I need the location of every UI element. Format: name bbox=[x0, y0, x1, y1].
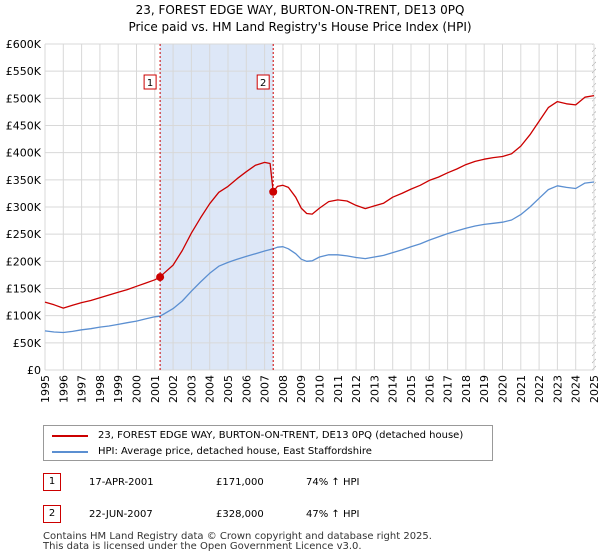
sale-date: 17-APR-2001 bbox=[89, 477, 154, 488]
x-tick-label: 1997 bbox=[76, 375, 89, 403]
sale-badge: 1 bbox=[43, 473, 61, 491]
x-tick-label: 2010 bbox=[314, 375, 327, 403]
sale-label-number: 2 bbox=[260, 78, 266, 89]
x-tick-label: 2006 bbox=[240, 375, 253, 403]
x-tick-label: 2016 bbox=[423, 375, 436, 403]
x-tick-label: 2023 bbox=[551, 375, 564, 403]
y-tick-label: £250K bbox=[6, 228, 42, 241]
sale-date: 22-JUN-2007 bbox=[89, 509, 153, 520]
x-tick-label: 2000 bbox=[131, 375, 144, 403]
x-tick-label: 2021 bbox=[515, 375, 528, 403]
x-tick-label: 2025 bbox=[588, 375, 600, 403]
y-tick-label: £300K bbox=[6, 201, 42, 214]
x-tick-label: 2020 bbox=[497, 375, 510, 403]
x-tick-label: 2001 bbox=[149, 375, 162, 403]
x-tick-label: 2012 bbox=[350, 375, 363, 403]
sale-label-number: 1 bbox=[147, 78, 153, 89]
legend-swatch-property bbox=[52, 435, 88, 437]
y-tick-label: £150K bbox=[6, 283, 42, 296]
x-tick-label: 2015 bbox=[405, 375, 418, 403]
x-tick-label: 2022 bbox=[533, 375, 546, 403]
y-tick-label: £500K bbox=[6, 92, 42, 105]
x-tick-label: 1995 bbox=[39, 375, 52, 403]
property-price-line bbox=[44, 94, 595, 309]
legend: 23, FOREST EDGE WAY, BURTON-ON-TRENT, DE… bbox=[43, 425, 493, 461]
y-tick-label: £550K bbox=[6, 65, 42, 78]
sale-hpi-change: 47% ↑ HPI bbox=[306, 509, 360, 520]
chart-subtitle: Price paid vs. HM Land Registry's House … bbox=[128, 20, 472, 34]
x-tick-label: 2011 bbox=[332, 375, 345, 403]
x-tick-label: 2013 bbox=[368, 375, 381, 403]
x-tick-label: 2014 bbox=[387, 375, 400, 403]
sale-point bbox=[156, 273, 165, 282]
x-tick-label: 2019 bbox=[478, 375, 491, 403]
sale-label-box bbox=[143, 74, 157, 90]
x-tick-label: 2009 bbox=[295, 375, 308, 403]
y-tick-label: £350K bbox=[6, 174, 42, 187]
x-tick-label: 2018 bbox=[460, 375, 473, 403]
x-tick-label: 1998 bbox=[94, 375, 107, 403]
y-tick-label: £100K bbox=[6, 310, 42, 323]
y-tick-label: £200K bbox=[6, 255, 42, 268]
x-tick-label: 2024 bbox=[570, 375, 583, 403]
footer: Contains HM Land Registry data © Crown c… bbox=[43, 532, 432, 552]
footer-license: This data is licensed under the Open Gov… bbox=[43, 541, 362, 552]
x-tick-label: 2008 bbox=[277, 375, 290, 403]
x-tick-label: 2007 bbox=[259, 375, 272, 403]
footer-copyright: Contains HM Land Registry data © Crown c… bbox=[43, 531, 432, 542]
legend-label-hpi: HPI: Average price, detached house, East… bbox=[98, 446, 372, 457]
y-tick-label: £50K bbox=[13, 337, 42, 350]
hpi-line bbox=[44, 181, 595, 334]
legend-label-property: 23, FOREST EDGE WAY, BURTON-ON-TRENT, DE… bbox=[98, 430, 464, 441]
sale-hpi-change: 74% ↑ HPI bbox=[306, 477, 360, 488]
x-tick-label: 1996 bbox=[57, 375, 70, 403]
x-tick-label: 1999 bbox=[112, 375, 125, 403]
y-tick-label: £0 bbox=[27, 364, 41, 377]
y-tick-label: £400K bbox=[6, 147, 42, 160]
sale-badge: 2 bbox=[43, 505, 61, 523]
x-tick-label: 2003 bbox=[185, 375, 198, 403]
price-chart: £0 £50K £100K £150K £200K £250K £300K £350K £400… bbox=[6, 38, 600, 403]
legend-swatch-hpi bbox=[52, 451, 88, 453]
y-tick-label: £450K bbox=[6, 120, 42, 133]
chart-title-block: 23, FOREST EDGE WAY, BURTON-ON-TRENT, DE… bbox=[0, 2, 600, 36]
x-tick-label: 2005 bbox=[222, 375, 235, 403]
sale-price: £171,000 bbox=[216, 477, 264, 488]
chart-title: 23, FOREST EDGE WAY, BURTON-ON-TRENT, DE… bbox=[135, 3, 465, 17]
x-tick-label: 2002 bbox=[167, 375, 180, 403]
y-tick-label: £600K bbox=[6, 38, 42, 51]
x-tick-label: 2017 bbox=[442, 375, 455, 403]
sale-price: £328,000 bbox=[216, 509, 264, 520]
sale-point bbox=[269, 187, 278, 196]
x-tick-label: 2004 bbox=[204, 375, 217, 403]
sale-label-box bbox=[256, 74, 270, 90]
